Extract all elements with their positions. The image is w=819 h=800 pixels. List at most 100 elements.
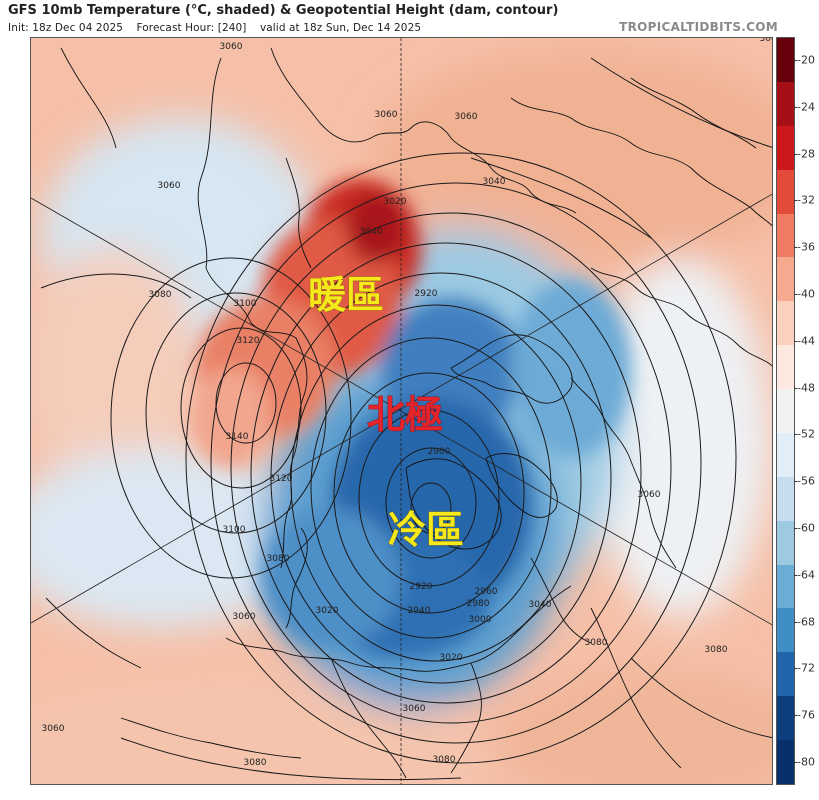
contour-label: 3080 <box>705 645 728 655</box>
colorbar-tick-mark <box>794 434 797 436</box>
colorbar-segment <box>777 213 794 258</box>
init-time: Init: 18z Dec 04 2025 <box>8 22 124 34</box>
pole-label: 北極 <box>367 393 443 437</box>
colorbar-tick-mark <box>794 762 797 764</box>
colorbar-tick-label: -64 <box>797 568 815 582</box>
colorbar-tick-mark <box>794 106 797 108</box>
colorbar-tick-mark <box>794 387 797 389</box>
colorbar-tick-label: -80 <box>797 755 815 769</box>
colorbar-segment <box>777 38 794 83</box>
contour-label: 3080 <box>433 755 456 765</box>
chart-header: GFS 10mb Temperature (°C, shaded) & Geop… <box>8 3 808 35</box>
contour-label: 2980 <box>467 599 490 609</box>
colorbar-tick-label: -40 <box>797 287 815 301</box>
colorbar-tick-label: -48 <box>797 381 815 395</box>
colorbar-tick-mark <box>794 293 797 295</box>
grid-lines <box>31 38 772 784</box>
colorbar-segment <box>777 81 794 127</box>
colorbar-tick-mark <box>794 247 797 249</box>
colorbar-segment <box>777 652 794 697</box>
colorbar-tick-label: -32 <box>797 193 815 207</box>
colorbar-tick-label: -60 <box>797 521 815 535</box>
chart-title: GFS 10mb Temperature (°C, shaded) & Geop… <box>8 3 559 18</box>
colorbar-segment <box>777 432 794 478</box>
contour-label: 3060 <box>220 42 243 52</box>
contour-label: 3060 <box>403 704 426 714</box>
contour-label: 3080 <box>585 638 608 648</box>
map-panel: 3060 3060 3060 3060 3040 3080 3020 3040 3080 3100… <box>30 37 773 785</box>
contour-label: 3060 <box>375 110 398 120</box>
colorbar-tick-mark <box>794 528 797 530</box>
contour-label: 3100 <box>234 299 257 309</box>
colorbar-tick-mark <box>794 59 797 61</box>
colorbar-segment <box>777 476 794 522</box>
contour-label: 3080 <box>267 554 290 564</box>
colorbar-tick-label: -52 <box>797 427 815 441</box>
colorbar-tick-label: -20 <box>797 53 815 67</box>
contour-label: 3080 <box>244 758 267 768</box>
chart-subtitle: Init: 18z Dec 04 2025 Forecast Hour: [24… <box>8 22 431 34</box>
colorbar-segment <box>777 740 794 785</box>
contour-label: 3040 <box>360 227 383 237</box>
contour-label: 3020 <box>384 197 407 207</box>
colorbar-segment <box>777 125 794 171</box>
colorbar-tick-mark <box>794 340 797 342</box>
colorbar-tick-label: -44 <box>797 334 815 348</box>
contour-label: 2900 <box>428 447 451 457</box>
contour-label: 3060 <box>233 612 256 622</box>
contour-label: 3060 <box>455 112 478 122</box>
colorbar-tick-mark <box>794 621 797 623</box>
map-svg: 3060 3060 3060 3060 3040 3080 3020 3040 3080 3100… <box>31 38 773 784</box>
contour-label: 3060 <box>158 181 181 191</box>
contour-label: 3100 <box>223 525 246 535</box>
contour-label: 3120 <box>270 474 293 484</box>
contour-label: 2920 <box>410 582 433 592</box>
contour-label: 3080 <box>760 38 773 44</box>
valid-time: valid at 18z Sun, Dec 14 2025 <box>259 22 422 34</box>
contour-label: 3040 <box>529 600 552 610</box>
contour-label: 3140 <box>226 432 249 442</box>
height-contours <box>40 57 772 781</box>
colorbar-segment <box>777 564 794 609</box>
contour-label: 3020 <box>316 606 339 616</box>
colorbar-tick-label: -28 <box>797 147 815 161</box>
colorbar-segment <box>777 257 794 302</box>
colorbar-tick-label: -36 <box>797 240 815 254</box>
colorbar <box>776 37 795 785</box>
warm-region-label: 暖區 <box>308 273 384 317</box>
colorbar-tick-label: -68 <box>797 615 815 629</box>
contour-label: 3120 <box>237 336 260 346</box>
contour-label: 3000 <box>469 615 492 625</box>
colorbar-tick-mark <box>794 574 797 576</box>
forecast-hour: Forecast Hour: [240] <box>136 22 247 34</box>
colorbar-tick-label: -72 <box>797 661 815 675</box>
contour-label: 2960 <box>475 587 498 597</box>
colorbar-segment <box>777 520 794 566</box>
brand-logo-text: TROPICALTIDBITS.COM <box>619 20 778 34</box>
coastlines <box>45 47 772 779</box>
colorbar-tick-mark <box>794 715 797 717</box>
contour-label: 2940 <box>408 606 431 616</box>
contour-label: 3060 <box>638 490 661 500</box>
colorbar-tick-mark <box>794 200 797 202</box>
contour-labels: 3060 3060 3060 3060 3040 3080 3020 3040 3080 3100… <box>42 38 773 768</box>
colorbar-segment <box>777 696 794 741</box>
cold-region-label: 冷區 <box>388 508 464 552</box>
colorbar-segment <box>777 169 794 215</box>
contour-label: 3080 <box>149 290 172 300</box>
colorbar-tick-label: -56 <box>797 474 815 488</box>
colorbar-segment <box>777 389 794 434</box>
colorbar-segment <box>777 608 794 653</box>
contour-label: 3060 <box>42 724 65 734</box>
colorbar-tick-label: -76 <box>797 708 815 722</box>
contour-label: 3020 <box>440 653 463 663</box>
colorbar-tick-mark <box>794 153 797 155</box>
colorbar-segment <box>777 301 794 346</box>
contour-label: 3040 <box>483 177 506 187</box>
colorbar-tick-label: -24 <box>797 100 815 114</box>
contour-label: 2920 <box>415 289 438 299</box>
colorbar-segment <box>777 345 794 390</box>
region-annotations: 暖區 北極 冷區 <box>308 273 465 553</box>
colorbar-tick-mark <box>794 481 797 483</box>
colorbar-tick-mark <box>794 668 797 670</box>
